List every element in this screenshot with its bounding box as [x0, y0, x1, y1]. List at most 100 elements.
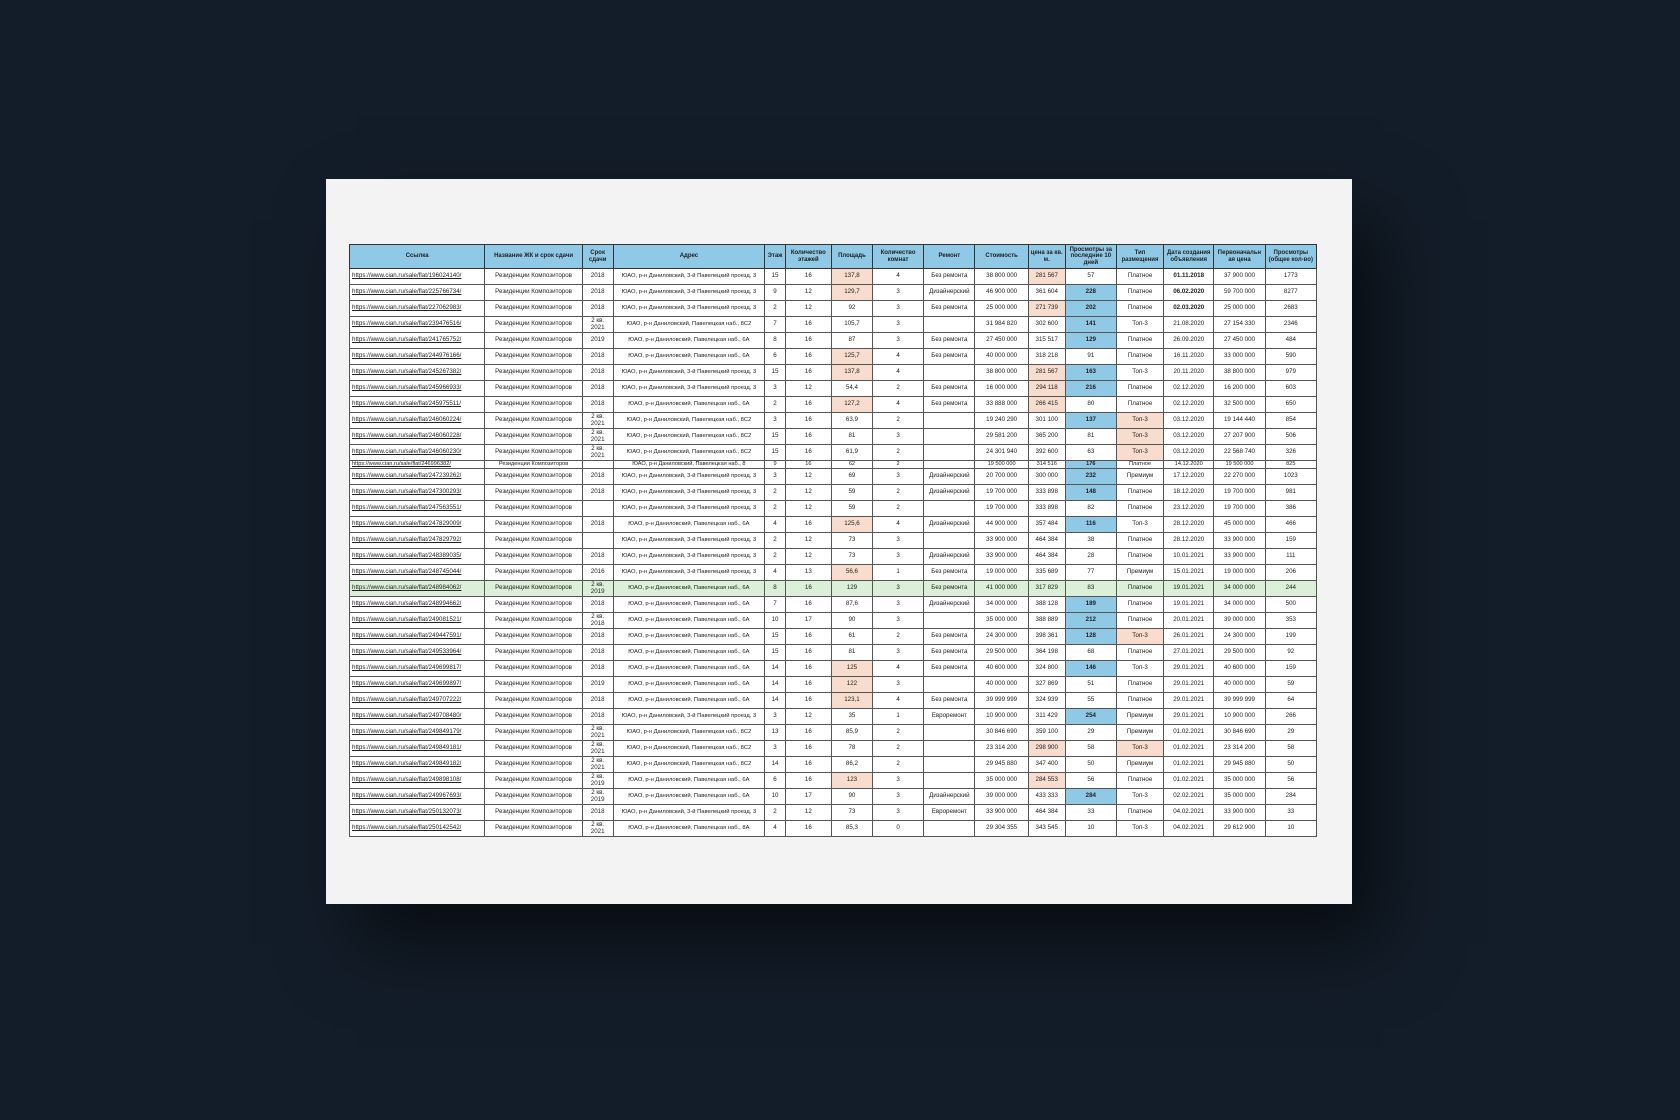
cell-listing-link[interactable]: https://www.cian.ru/sale/flat/249447591/ [348, 628, 486, 645]
cell-listing-link[interactable]: https://www.cian.ru/sale/flat/246060228/ [348, 428, 486, 445]
cell-listing-link[interactable]: https://www.cian.ru/sale/flat/247829009/ [348, 516, 486, 533]
table-row[interactable]: https://www.cian.ru/sale/flat/248745044/… [348, 564, 1318, 581]
cell-deadline: 2018 [581, 708, 614, 725]
header-col-views-10d[interactable]: Просмотры за последние 10 дней [1064, 244, 1117, 269]
table-row[interactable]: https://www.cian.ru/sale/flat/247239262/… [348, 468, 1318, 485]
table-row[interactable]: https://www.cian.ru/sale/flat/249699897/… [348, 676, 1318, 693]
cell-listing-link[interactable]: https://www.cian.ru/sale/flat/249707222/ [348, 692, 486, 709]
table-row[interactable]: https://www.cian.ru/sale/flat/239476516/… [348, 316, 1318, 333]
table-row[interactable]: https://www.cian.ru/sale/flat/249707222/… [348, 692, 1318, 709]
header-col-rooms[interactable]: Количество комнат [871, 244, 925, 269]
table-row[interactable]: https://www.cian.ru/sale/flat/249898108/… [348, 772, 1318, 789]
cell-listing-link[interactable]: https://www.cian.ru/sale/flat/241765752/ [348, 332, 486, 349]
cell-listing-link[interactable]: https://www.cian.ru/sale/flat/246996382/ [348, 460, 486, 469]
table-row[interactable]: https://www.cian.ru/sale/flat/245267382/… [348, 364, 1318, 381]
cell-listing-link[interactable]: https://www.cian.ru/sale/flat/248994662/ [348, 596, 486, 613]
table-row[interactable]: https://www.cian.ru/sale/flat/247300293/… [348, 484, 1318, 501]
cell-created-date: 17.12.2020 [1163, 468, 1215, 485]
cell-deadline: 2018 [581, 596, 614, 613]
table-row[interactable]: https://www.cian.ru/sale/flat/249708480/… [348, 708, 1318, 725]
cell-initial-price: 19 700 000 [1213, 484, 1266, 501]
table-row[interactable]: https://www.cian.ru/sale/flat/247829009/… [348, 516, 1318, 533]
header-col-floor[interactable]: Этаж [764, 244, 786, 269]
cell-complex-name: Резиденции Композиторов [484, 380, 583, 397]
cell-listing-link[interactable]: https://www.cian.ru/sale/flat/244976166/ [348, 348, 486, 365]
table-row[interactable]: https://www.cian.ru/sale/flat/246996382/… [348, 460, 1318, 469]
cell-listing-link[interactable]: https://www.cian.ru/sale/flat/249708480/ [348, 708, 486, 725]
header-col-renovation[interactable]: Ремонт [923, 244, 976, 269]
cell-listing-link[interactable]: https://www.cian.ru/sale/flat/249967693/ [348, 788, 486, 805]
header-col-views-total[interactable]: Просмотры (общее кол-во) [1264, 244, 1318, 269]
table-row[interactable]: https://www.cian.ru/sale/flat/227062983/… [348, 300, 1318, 317]
table-row[interactable]: https://www.cian.ru/sale/flat/249849182/… [348, 756, 1318, 773]
table-row[interactable]: https://www.cian.ru/sale/flat/241765752/… [348, 332, 1318, 349]
table-row[interactable]: https://www.cian.ru/sale/flat/248389035/… [348, 548, 1318, 565]
table-row[interactable]: https://www.cian.ru/sale/flat/246060228/… [348, 428, 1318, 445]
cell-listing-link[interactable]: https://www.cian.ru/sale/flat/249898108/ [348, 772, 486, 789]
cell-listing-link[interactable]: https://www.cian.ru/sale/flat/247239262/ [348, 468, 486, 485]
header-col-area[interactable]: Площадь [830, 244, 873, 269]
cell-listing-link[interactable]: https://www.cian.ru/sale/flat/246060230/ [348, 444, 486, 461]
cell-complex-name: Резиденции Композиторов [484, 268, 583, 285]
cell-listing-link[interactable]: https://www.cian.ru/sale/flat/250132073/ [348, 804, 486, 821]
table-row[interactable]: https://www.cian.ru/sale/flat/249533964/… [348, 644, 1318, 661]
cell-listing-link[interactable]: https://www.cian.ru/sale/flat/247563551/ [348, 500, 486, 517]
table-row[interactable]: https://www.cian.ru/sale/flat/249849181/… [348, 740, 1318, 757]
cell-rooms: 1 [871, 564, 925, 581]
table-row[interactable]: https://www.cian.ru/sale/flat/244976166/… [348, 348, 1318, 365]
cell-listing-link[interactable]: https://www.cian.ru/sale/flat/249533964/ [348, 644, 486, 661]
cell-listing-link[interactable]: https://www.cian.ru/sale/flat/225766734/ [348, 284, 486, 301]
cell-listing-link[interactable]: https://www.cian.ru/sale/flat/249699817/ [348, 660, 486, 677]
cell-listing-link[interactable]: https://www.cian.ru/sale/flat/249849182/ [348, 756, 486, 773]
header-col-price[interactable]: Стоимость [974, 244, 1029, 269]
cell-listing-link[interactable]: https://www.cian.ru/sale/flat/247300293/ [348, 484, 486, 501]
cell-listing-link[interactable]: https://www.cian.ru/sale/flat/249081521/ [348, 612, 486, 629]
cell-listing-link[interactable]: https://www.cian.ru/sale/flat/227062983/ [348, 300, 486, 317]
table-row[interactable]: https://www.cian.ru/sale/flat/249849179/… [348, 724, 1318, 741]
cell-views-total: 386 [1264, 500, 1318, 517]
table-row[interactable]: https://www.cian.ru/sale/flat/249081521/… [348, 612, 1318, 629]
table-row[interactable]: https://www.cian.ru/sale/flat/246060224/… [348, 412, 1318, 429]
cell-renovation [923, 460, 976, 469]
cell-price-per-sqm: 318 218 [1027, 348, 1066, 365]
header-col-placement[interactable]: Тип размещения [1115, 244, 1165, 269]
cell-listing-link[interactable]: https://www.cian.ru/sale/flat/239476516/ [348, 316, 486, 333]
table-row[interactable]: https://www.cian.ru/sale/flat/249699817/… [348, 660, 1318, 677]
cell-listing-link[interactable]: https://www.cian.ru/sale/flat/248984062/ [348, 580, 486, 597]
header-col-link[interactable]: Ссылка [348, 244, 486, 269]
table-row[interactable]: https://www.cian.ru/sale/flat/247563551/… [348, 500, 1318, 517]
table-row[interactable]: https://www.cian.ru/sale/flat/249967693/… [348, 788, 1318, 805]
table-row[interactable]: https://www.cian.ru/sale/flat/245966933/… [348, 380, 1318, 397]
cell-renovation: Дизайнерский [923, 516, 976, 533]
table-row[interactable]: https://www.cian.ru/sale/flat/246060230/… [348, 444, 1318, 461]
cell-listing-link[interactable]: https://www.cian.ru/sale/flat/247829792/ [348, 532, 486, 549]
cell-listing-link[interactable]: https://www.cian.ru/sale/flat/249849179/ [348, 724, 486, 741]
cell-listing-link[interactable]: https://www.cian.ru/sale/flat/196024140/ [348, 268, 486, 285]
cell-listing-link[interactable]: https://www.cian.ru/sale/flat/248745044/ [348, 564, 486, 581]
cell-listing-link[interactable]: https://www.cian.ru/sale/flat/249699897/ [348, 676, 486, 693]
header-col-complex[interactable]: Название ЖК и срок сдачи [484, 244, 583, 269]
table-row[interactable]: https://www.cian.ru/sale/flat/249447591/… [348, 628, 1318, 645]
table-row[interactable]: https://www.cian.ru/sale/flat/250142542/… [348, 820, 1318, 837]
cell-views-total: 206 [1264, 564, 1318, 581]
header-col-deadline[interactable]: Срок сдачи [581, 244, 614, 269]
cell-listing-link[interactable]: https://www.cian.ru/sale/flat/250142542/ [348, 820, 486, 837]
cell-listing-link[interactable]: https://www.cian.ru/sale/flat/246060224/ [348, 412, 486, 429]
header-col-price-sqm[interactable]: цена за кв. м. [1027, 244, 1066, 269]
header-col-floors-total[interactable]: Количество этажей [784, 244, 832, 269]
table-row[interactable]: https://www.cian.ru/sale/flat/247829792/… [348, 532, 1318, 549]
table-row[interactable]: https://www.cian.ru/sale/flat/248984062/… [348, 580, 1318, 597]
cell-listing-link[interactable]: https://www.cian.ru/sale/flat/245267382/ [348, 364, 486, 381]
cell-listing-link[interactable]: https://www.cian.ru/sale/flat/249849181/ [348, 740, 486, 757]
table-row[interactable]: https://www.cian.ru/sale/flat/225766734/… [348, 284, 1318, 301]
cell-listing-link[interactable]: https://www.cian.ru/sale/flat/248389035/ [348, 548, 486, 565]
cell-listing-link[interactable]: https://www.cian.ru/sale/flat/245966933/ [348, 380, 486, 397]
table-row[interactable]: https://www.cian.ru/sale/flat/245975511/… [348, 396, 1318, 413]
header-col-address[interactable]: Адрес [612, 244, 766, 269]
header-col-created[interactable]: Дата создания объявления [1163, 244, 1215, 269]
header-col-initial-price[interactable]: Первоначальн ая цена [1213, 244, 1266, 269]
table-row[interactable]: https://www.cian.ru/sale/flat/248994662/… [348, 596, 1318, 613]
cell-listing-link[interactable]: https://www.cian.ru/sale/flat/245975511/ [348, 396, 486, 413]
table-row[interactable]: https://www.cian.ru/sale/flat/196024140/… [348, 268, 1318, 285]
table-row[interactable]: https://www.cian.ru/sale/flat/250132073/… [348, 804, 1318, 821]
